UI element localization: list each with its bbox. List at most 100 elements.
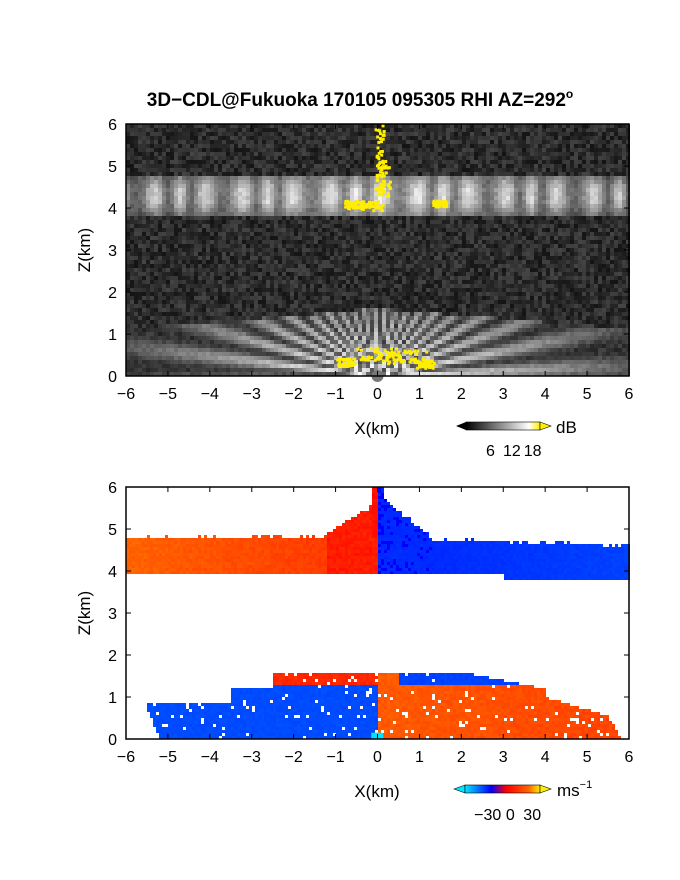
reflectivity-cell [354, 220, 358, 224]
reflectivity-cell [590, 148, 594, 152]
reflectivity-cell [326, 148, 330, 152]
reflectivity-cell [334, 144, 338, 148]
reflectivity-cell [330, 208, 334, 212]
reflectivity-cell [594, 168, 598, 172]
reflectivity-cell [162, 164, 166, 168]
reflectivity-cell [374, 232, 378, 236]
reflectivity-cell [566, 200, 570, 204]
reflectivity-cell [238, 188, 242, 192]
reflectivity-cell [514, 168, 518, 172]
reflectivity-cell [374, 132, 378, 136]
reflectivity-cell [314, 268, 318, 272]
reflectivity-cell [566, 144, 570, 148]
reflectivity-cell [402, 148, 406, 152]
reflectivity-cell [270, 260, 274, 264]
reflectivity-cell [134, 220, 138, 224]
reflectivity-cell [138, 268, 142, 272]
reflectivity-cell [350, 208, 354, 212]
reflectivity-cell [210, 176, 214, 180]
reflectivity-cell [498, 228, 502, 232]
reflectivity-cell [166, 276, 170, 280]
reflectivity-cell [450, 208, 454, 212]
reflectivity-cell [134, 160, 138, 164]
reflectivity-cell [398, 180, 402, 184]
reflectivity-cell [302, 248, 306, 252]
reflectivity-cell [226, 144, 230, 148]
reflectivity-cell [506, 132, 510, 136]
reflectivity-cell [462, 164, 466, 168]
reflectivity-cell [186, 160, 190, 164]
reflectivity-cell [146, 128, 150, 132]
reflectivity-cell [310, 136, 314, 140]
reflectivity-cell [614, 136, 618, 140]
reflectivity-cell [502, 216, 506, 220]
reflectivity-cell [158, 140, 162, 144]
reflectivity-cell [482, 212, 486, 216]
reflectivity-cell [322, 272, 326, 276]
reflectivity-cell [318, 160, 322, 164]
reflectivity-cell [582, 176, 586, 180]
reflectivity-cell [626, 132, 630, 136]
reflectivity-cell [366, 152, 370, 156]
reflectivity-cell [610, 264, 614, 268]
reflectivity-cell [226, 208, 230, 212]
reflectivity-cell [154, 280, 158, 284]
reflectivity-cell [262, 156, 266, 160]
reflectivity-cell [234, 280, 238, 284]
reflectivity-cell [330, 128, 334, 132]
reflectivity-cell [270, 160, 274, 164]
reflectivity-cell [486, 200, 490, 204]
reflectivity-cell [366, 224, 370, 228]
reflectivity-cell [418, 220, 422, 224]
reflectivity-cell [210, 220, 214, 224]
reflectivity-cell [174, 184, 178, 188]
reflectivity-cell [394, 156, 398, 160]
reflectivity-cell [162, 212, 166, 216]
reflectivity-cell [274, 160, 278, 164]
reflectivity-cell [426, 136, 430, 140]
reflectivity-cell [330, 152, 334, 156]
reflectivity-cell [318, 224, 322, 228]
reflectivity-cell [478, 248, 482, 252]
reflectivity-cell [446, 184, 450, 188]
reflectivity-cell [454, 228, 458, 232]
reflectivity-cell [338, 180, 342, 184]
reflectivity-cell [542, 260, 546, 264]
reflectivity-cell [210, 204, 214, 208]
reflectivity-cell [574, 216, 578, 220]
reflectivity-cell [254, 260, 258, 264]
reflectivity-cell [142, 280, 146, 284]
reflectivity-cell [130, 148, 134, 152]
reflectivity-cell [162, 144, 166, 148]
reflectivity-cell [210, 180, 214, 184]
reflectivity-cell [410, 136, 414, 140]
reflectivity-cell [598, 268, 602, 272]
reflectivity-cell [406, 184, 410, 188]
reflectivity-cell [510, 184, 514, 188]
reflectivity-cell [250, 148, 254, 152]
reflectivity-cell [566, 264, 570, 268]
reflectivity-cell [618, 152, 622, 156]
reflectivity-cell [190, 160, 194, 164]
reflectivity-cell [370, 232, 374, 236]
reflectivity-cell [214, 224, 218, 228]
reflectivity-cell [302, 192, 306, 196]
reflectivity-cell [422, 216, 426, 220]
reflectivity-cell [510, 232, 514, 236]
reflectivity-cell [198, 172, 202, 176]
reflectivity-cell [470, 140, 474, 144]
reflectivity-cell [590, 232, 594, 236]
reflectivity-cell [294, 188, 298, 192]
reflectivity-cell [550, 160, 554, 164]
reflectivity-cell [518, 148, 522, 152]
reflectivity-cell [450, 280, 454, 284]
reflectivity-cell [350, 124, 354, 128]
reflectivity-cell [506, 268, 510, 272]
reflectivity-cell [590, 172, 594, 176]
reflectivity-cell [258, 176, 262, 180]
reflectivity-cell [390, 228, 394, 232]
reflectivity-cell [510, 164, 514, 168]
reflectivity-cell [594, 240, 598, 244]
reflectivity-cell [390, 156, 394, 160]
reflectivity-cell [582, 256, 586, 260]
